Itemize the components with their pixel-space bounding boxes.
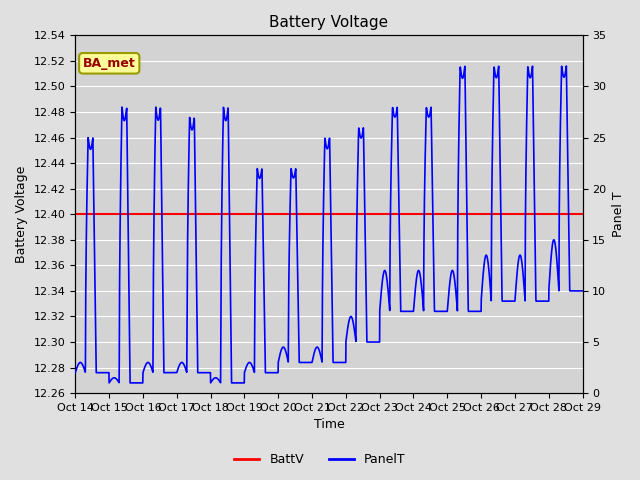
Text: BA_met: BA_met (83, 57, 136, 70)
Y-axis label: Panel T: Panel T (612, 192, 625, 237)
X-axis label: Time: Time (314, 419, 344, 432)
Title: Battery Voltage: Battery Voltage (269, 15, 388, 30)
Legend: BattV, PanelT: BattV, PanelT (229, 448, 411, 471)
Y-axis label: Battery Voltage: Battery Voltage (15, 166, 28, 263)
